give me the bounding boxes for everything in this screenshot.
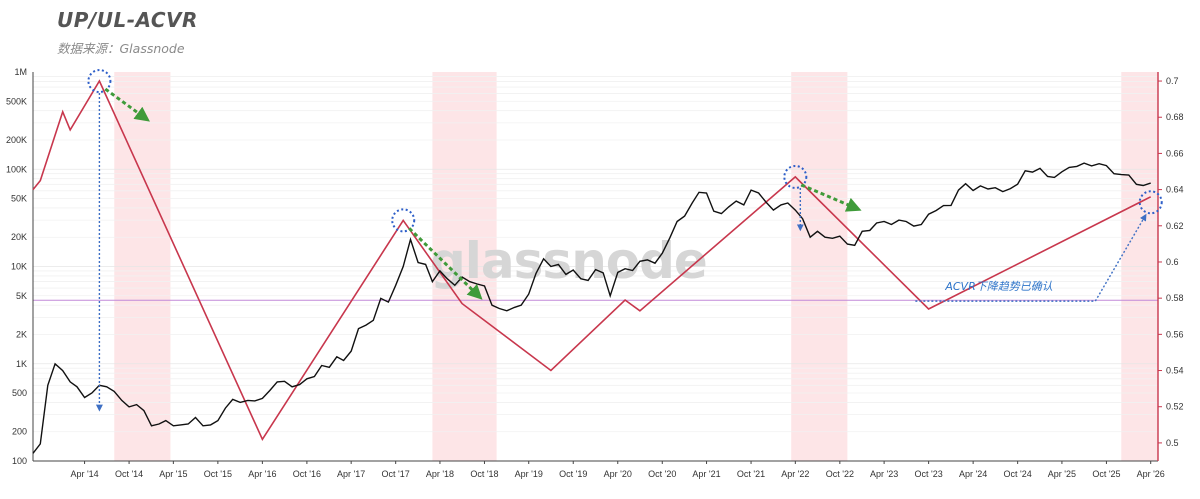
series-line-price [32,162,1151,454]
x-tick-label: Oct '20 [648,469,676,479]
y-left-tick-label: 10K [11,262,27,272]
green-arrow [104,87,150,122]
watermark-text: glassnode [430,232,707,290]
y-right-tick-label: 0.6 [1166,257,1179,267]
y-left-tick-label: 1M [14,67,27,77]
y-left-tick-label: 500K [6,96,27,106]
x-tick-label: Oct '16 [293,469,321,479]
y-left-tick-label: 200 [12,427,27,437]
y-right-tick-label: 0.68 [1166,112,1184,122]
y-left-tick-label: 200K [6,135,27,145]
y-left-tick-label: 500 [12,388,27,398]
x-tick-label: Oct '19 [559,469,587,479]
x-tick-label: Apr '21 [692,469,720,479]
x-tick-label: Apr '16 [248,469,276,479]
y-left-tick-label: 5K [16,291,27,301]
x-tick-label: Oct '21 [737,469,765,479]
x-tick-label: Oct '23 [915,469,943,479]
x-tick-label: Oct '22 [826,469,854,479]
green-arrow [408,227,483,300]
x-tick-label: Apr '18 [426,469,454,479]
y-right-tick-label: 0.5 [1166,438,1179,448]
peak-circle-2017 [391,208,416,233]
x-tick-label: Apr '25 [1048,469,1076,479]
x-tick-label: Apr '19 [515,469,543,479]
blue-arrow [915,213,1147,302]
y-left-tick-label: 100K [6,164,27,174]
x-tick-label: Oct '18 [470,469,498,479]
x-tick-label: Apr '22 [781,469,809,479]
y-left-tick-label: 2K [16,329,27,339]
x-tick-label: Apr '15 [159,469,187,479]
x-tick-label: Apr '17 [337,469,365,479]
x-axis-ticks: Apr '14 Oct '14 Apr '15 Oct '15 Apr '16 Oct '… [70,461,1165,479]
chart-title: UP/UL-ACVR [57,8,198,32]
x-tick-label: Oct '25 [1092,469,1120,479]
annotation-label: ACVR下降趋势已确认 [944,280,1052,293]
x-tick-label: Apr '24 [959,469,987,479]
x-tick-label: Oct '14 [115,469,143,479]
y-right-tick-label: 0.62 [1166,221,1184,231]
y-right-tick-label: 0.56 [1166,329,1184,339]
peak-circle-2022 [783,164,808,189]
x-tick-label: Oct '24 [1004,469,1032,479]
series-line-acvr [32,79,1152,441]
x-tick-label: Apr '23 [870,469,898,479]
axes [32,72,1159,462]
x-tick-label: Oct '17 [382,469,410,479]
y-right-tick-label: 0.7 [1166,76,1179,86]
x-tick-label: Apr '26 [1137,469,1165,479]
x-tick-label: Apr '20 [604,469,632,479]
current-circle-2026 [1138,190,1163,215]
y-right-tick-label: 0.54 [1166,366,1184,376]
y-left-tick-label: 1K [16,359,27,369]
peak-circle-2014 [87,69,112,94]
x-tick-label: Apr '14 [70,469,98,479]
x-tick-label: Oct '15 [204,469,232,479]
y-right-tick-label: 0.52 [1166,402,1184,412]
green-arrow [800,183,862,212]
y-right-tick-label: 0.66 [1166,148,1184,158]
y-left-tick-label: 100 [12,456,27,466]
y-right-tick-label: 0.64 [1166,185,1184,195]
y-left-tick-label: 20K [11,232,27,242]
y-right-tick-label: 0.58 [1166,293,1184,303]
y-axis-left-ticks: 100 200 500 1K 2K 5K 10K 20K 50K 100K 200K 500K 1M [6,67,27,466]
y-axis-right-ticks: 0.5 0.52 0.54 0.56 0.58 0.6 0.62 0.64 0.66 0.68 0.… [1158,76,1184,448]
chart-subtitle: 数据来源：Glassnode [57,41,185,56]
y-left-tick-label: 50K [11,194,27,204]
annotation-marks [87,69,1163,412]
